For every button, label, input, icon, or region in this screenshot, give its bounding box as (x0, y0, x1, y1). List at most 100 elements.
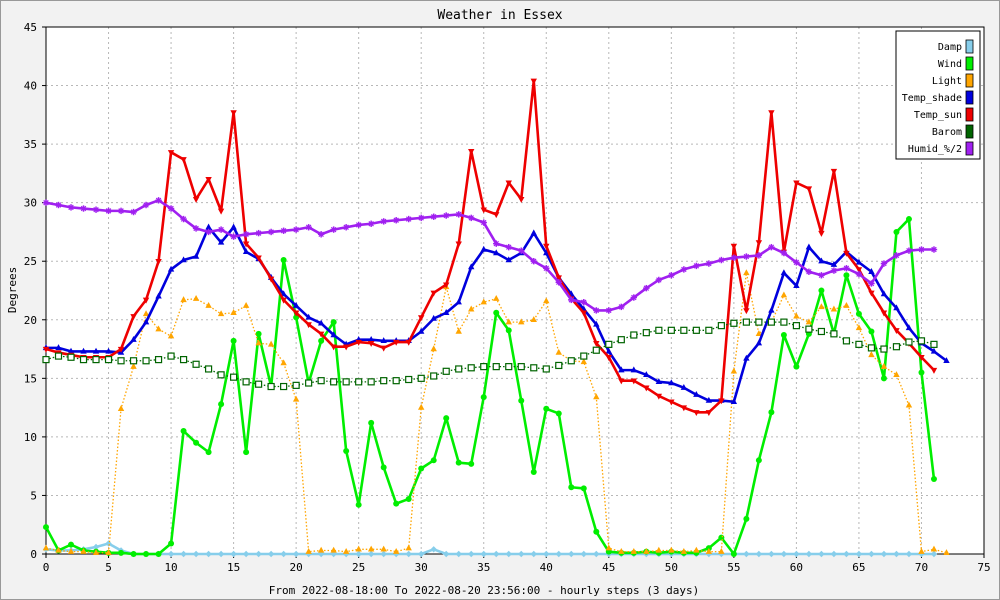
data-point (192, 360, 200, 368)
data-point (943, 357, 950, 363)
marker-stroke (293, 226, 299, 233)
data-point (305, 322, 312, 329)
data-point (105, 347, 112, 354)
data-point (630, 378, 638, 385)
y-tick-label: 35 (24, 138, 37, 151)
data-point (918, 369, 925, 376)
data-point (793, 363, 800, 370)
legend-label: Temp_shade (902, 93, 962, 104)
data-point (317, 231, 325, 238)
data-point (630, 366, 638, 373)
data-point (668, 272, 675, 279)
data-point (855, 550, 863, 558)
data-point (880, 375, 887, 382)
data-point (380, 377, 388, 385)
data-point (480, 219, 487, 226)
data-point (930, 545, 938, 552)
data-point (543, 405, 550, 412)
data-point (367, 220, 375, 227)
x-tick-label: 65 (852, 561, 865, 574)
data-point (230, 309, 237, 315)
y-tick-label: 15 (24, 372, 37, 385)
data-point (367, 335, 375, 342)
data-point (892, 343, 901, 351)
data-point (117, 405, 125, 411)
y-tick-label: 0 (30, 548, 37, 561)
marker-stroke (80, 205, 87, 212)
marker-stroke (881, 260, 887, 267)
data-point (117, 207, 125, 215)
data-point (230, 550, 237, 558)
data-point (830, 261, 838, 267)
data-point (768, 243, 775, 251)
data-point (305, 224, 312, 231)
data-point (318, 337, 325, 344)
data-point (480, 363, 488, 371)
data-point (930, 550, 938, 558)
x-tick-label: 5 (105, 561, 112, 574)
marker-stroke (781, 250, 787, 256)
data-point (793, 259, 800, 266)
data-point (468, 263, 475, 270)
data-point (655, 393, 663, 400)
data-point (480, 298, 487, 305)
data-point (330, 226, 337, 233)
data-point (130, 551, 137, 557)
data-point (780, 291, 788, 298)
data-point (167, 205, 175, 212)
data-point (55, 344, 62, 351)
data-point (205, 550, 212, 558)
data-point (718, 534, 725, 541)
data-point (292, 302, 300, 308)
data-point (717, 322, 725, 330)
data-point (255, 255, 262, 262)
data-point (79, 355, 88, 364)
data-point (67, 204, 75, 211)
data-point (180, 256, 187, 263)
data-point (543, 249, 550, 256)
data-point (618, 547, 625, 554)
data-point (342, 547, 350, 554)
data-point (92, 347, 100, 354)
data-point (180, 428, 187, 435)
data-point (843, 265, 850, 272)
data-point (692, 326, 700, 334)
marker-stroke (43, 199, 49, 206)
data-point (355, 501, 362, 508)
marker-stroke (243, 231, 249, 238)
marker-stroke (481, 219, 487, 226)
legend-swatch (965, 107, 974, 122)
data-point (705, 260, 713, 267)
data-point (142, 201, 150, 209)
data-point (430, 546, 437, 553)
data-point (205, 449, 212, 456)
data-point (405, 375, 413, 384)
data-point (605, 347, 612, 354)
data-point (67, 347, 75, 354)
data-point (655, 326, 663, 334)
data-point (217, 208, 225, 215)
data-point (418, 550, 425, 558)
data-point (893, 304, 900, 311)
data-point (518, 397, 525, 404)
data-point (142, 297, 150, 304)
data-point (680, 266, 688, 273)
data-point (618, 378, 625, 385)
marker-stroke (268, 229, 274, 235)
data-point (567, 357, 575, 365)
data-point (530, 469, 537, 476)
data-point (780, 332, 787, 339)
marker-stroke (793, 259, 800, 266)
data-point (443, 550, 450, 558)
data-point (655, 546, 663, 553)
data-point (918, 547, 925, 554)
data-point (230, 373, 238, 381)
data-point (930, 476, 937, 483)
data-point (780, 249, 788, 257)
data-point (204, 365, 213, 373)
data-point (192, 252, 200, 259)
marker-stroke (193, 225, 199, 232)
marker-stroke (230, 233, 237, 240)
data-point (905, 401, 913, 408)
data-point (630, 294, 638, 301)
